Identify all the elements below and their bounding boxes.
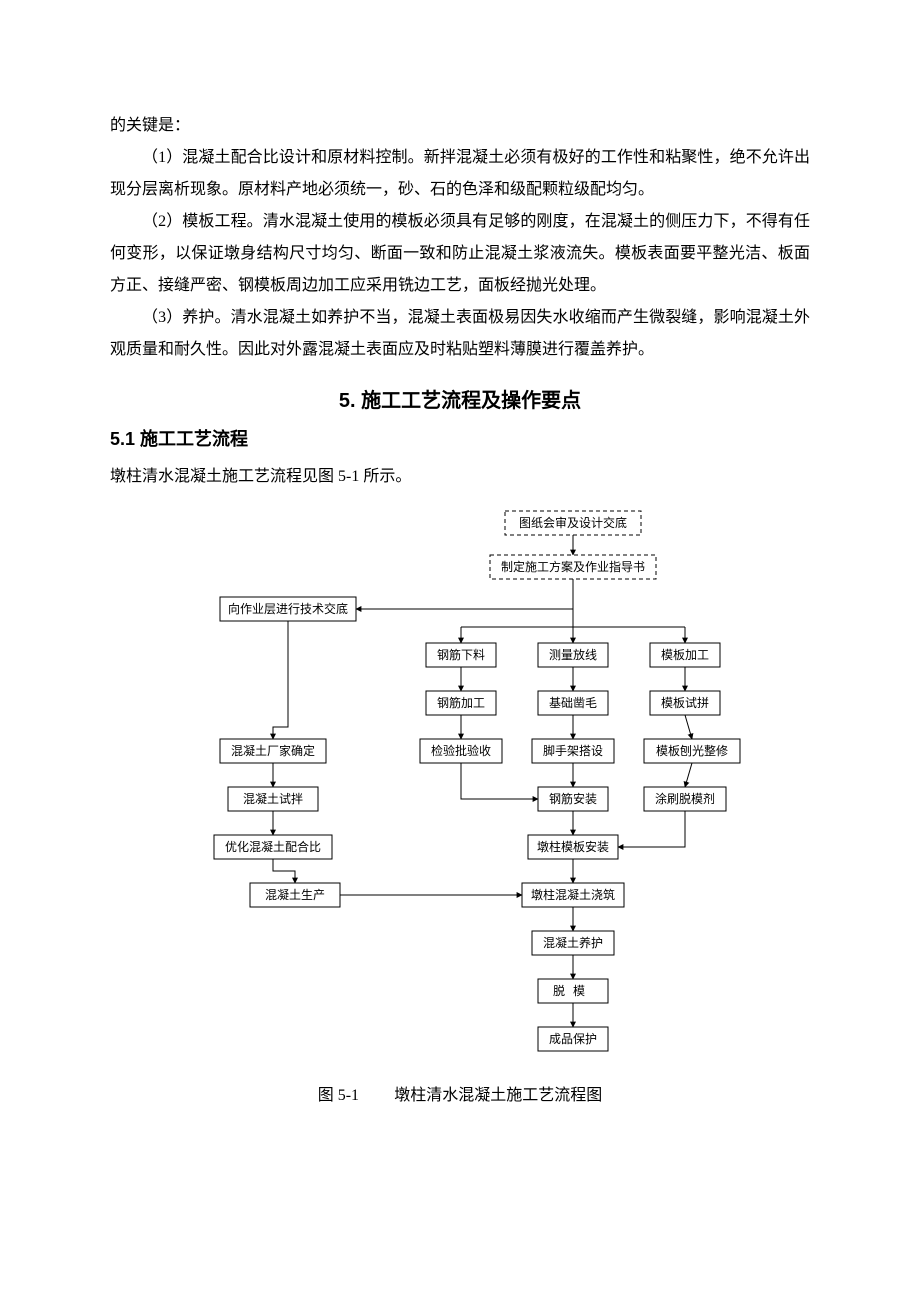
- flow-node-label-n7: 钢筋加工: [437, 695, 485, 710]
- flow-node-label-n13: 模板刨光整修: [656, 743, 728, 758]
- figure-caption-text: 墩柱清水混凝土施工艺流程图: [394, 1087, 602, 1104]
- flow-node-label-n6: 模板加工: [661, 648, 709, 662]
- section-heading-5-1: 5.1 施工工艺流程: [110, 425, 810, 451]
- flow-node-label-n14: 混凝土试拌: [243, 791, 303, 806]
- flow-node-label-n16: 涂刷脱模剂: [655, 791, 715, 806]
- flow-node-label-n2: 制定施工方案及作业指导书: [501, 559, 645, 574]
- flow-node-label-n20: 墩柱混凝土浇筑: [531, 887, 615, 902]
- flow-node-label-n3: 向作业层进行技术交底: [228, 601, 348, 616]
- flow-node-label-n9: 模板试拼: [661, 695, 709, 710]
- paragraph-2: （2）模板工程。清水混凝土使用的模板必须具有足够的刚度，在混凝土的侧压力下，不得…: [110, 206, 810, 302]
- figure-caption: 图 5-1 墩柱清水混凝土施工艺流程图: [110, 1081, 810, 1105]
- flowchart-figure: 图纸会审及设计交底制定施工方案及作业指导书向作业层进行技术交底钢筋下料测量放线模…: [110, 499, 810, 1059]
- flow-node-label-n10: 混凝土厂家确定: [231, 743, 315, 758]
- flow-node-label-n22: 脱模: [553, 983, 593, 998]
- flow-node-label-n19: 混凝土生产: [265, 887, 325, 902]
- figure-caption-number: 图 5-1: [318, 1087, 359, 1104]
- flow-node-label-n17: 优化混凝土配合比: [225, 839, 321, 854]
- flow-node-label-n21: 混凝土养护: [543, 935, 603, 950]
- paragraph-key-intro: 的关键是：: [110, 110, 810, 142]
- flow-node-label-n4: 钢筋下料: [437, 647, 485, 662]
- flow-node-label-n1: 图纸会审及设计交底: [519, 515, 627, 530]
- paragraph-1: （1）混凝土配合比设计和原材料控制。新拌混凝土必须有极好的工作性和粘聚性，绝不允…: [110, 142, 810, 206]
- flowchart-svg: 图纸会审及设计交底制定施工方案及作业指导书向作业层进行技术交底钢筋下料测量放线模…: [110, 499, 810, 1059]
- paragraph-3: （3）养护。清水混凝土如养护不当，混凝土表面极易因失水收缩而产生微裂缝，影响混凝…: [110, 302, 810, 366]
- flow-node-label-n23: 成品保护: [549, 1032, 597, 1046]
- flow-node-label-n11: 检验批验收: [431, 743, 491, 758]
- section-heading-5: 5. 施工工艺流程及操作要点: [110, 384, 810, 413]
- flowchart-intro-line: 墩柱清水混凝土施工艺流程见图 5-1 所示。: [110, 461, 810, 493]
- flow-node-label-n15: 钢筋安装: [549, 791, 597, 806]
- flow-node-label-n12: 脚手架搭设: [543, 743, 603, 758]
- flow-node-label-n8: 基础凿毛: [549, 696, 597, 710]
- flow-node-label-n18: 墩柱模板安装: [537, 839, 609, 854]
- flow-node-label-n5: 测量放线: [549, 647, 597, 662]
